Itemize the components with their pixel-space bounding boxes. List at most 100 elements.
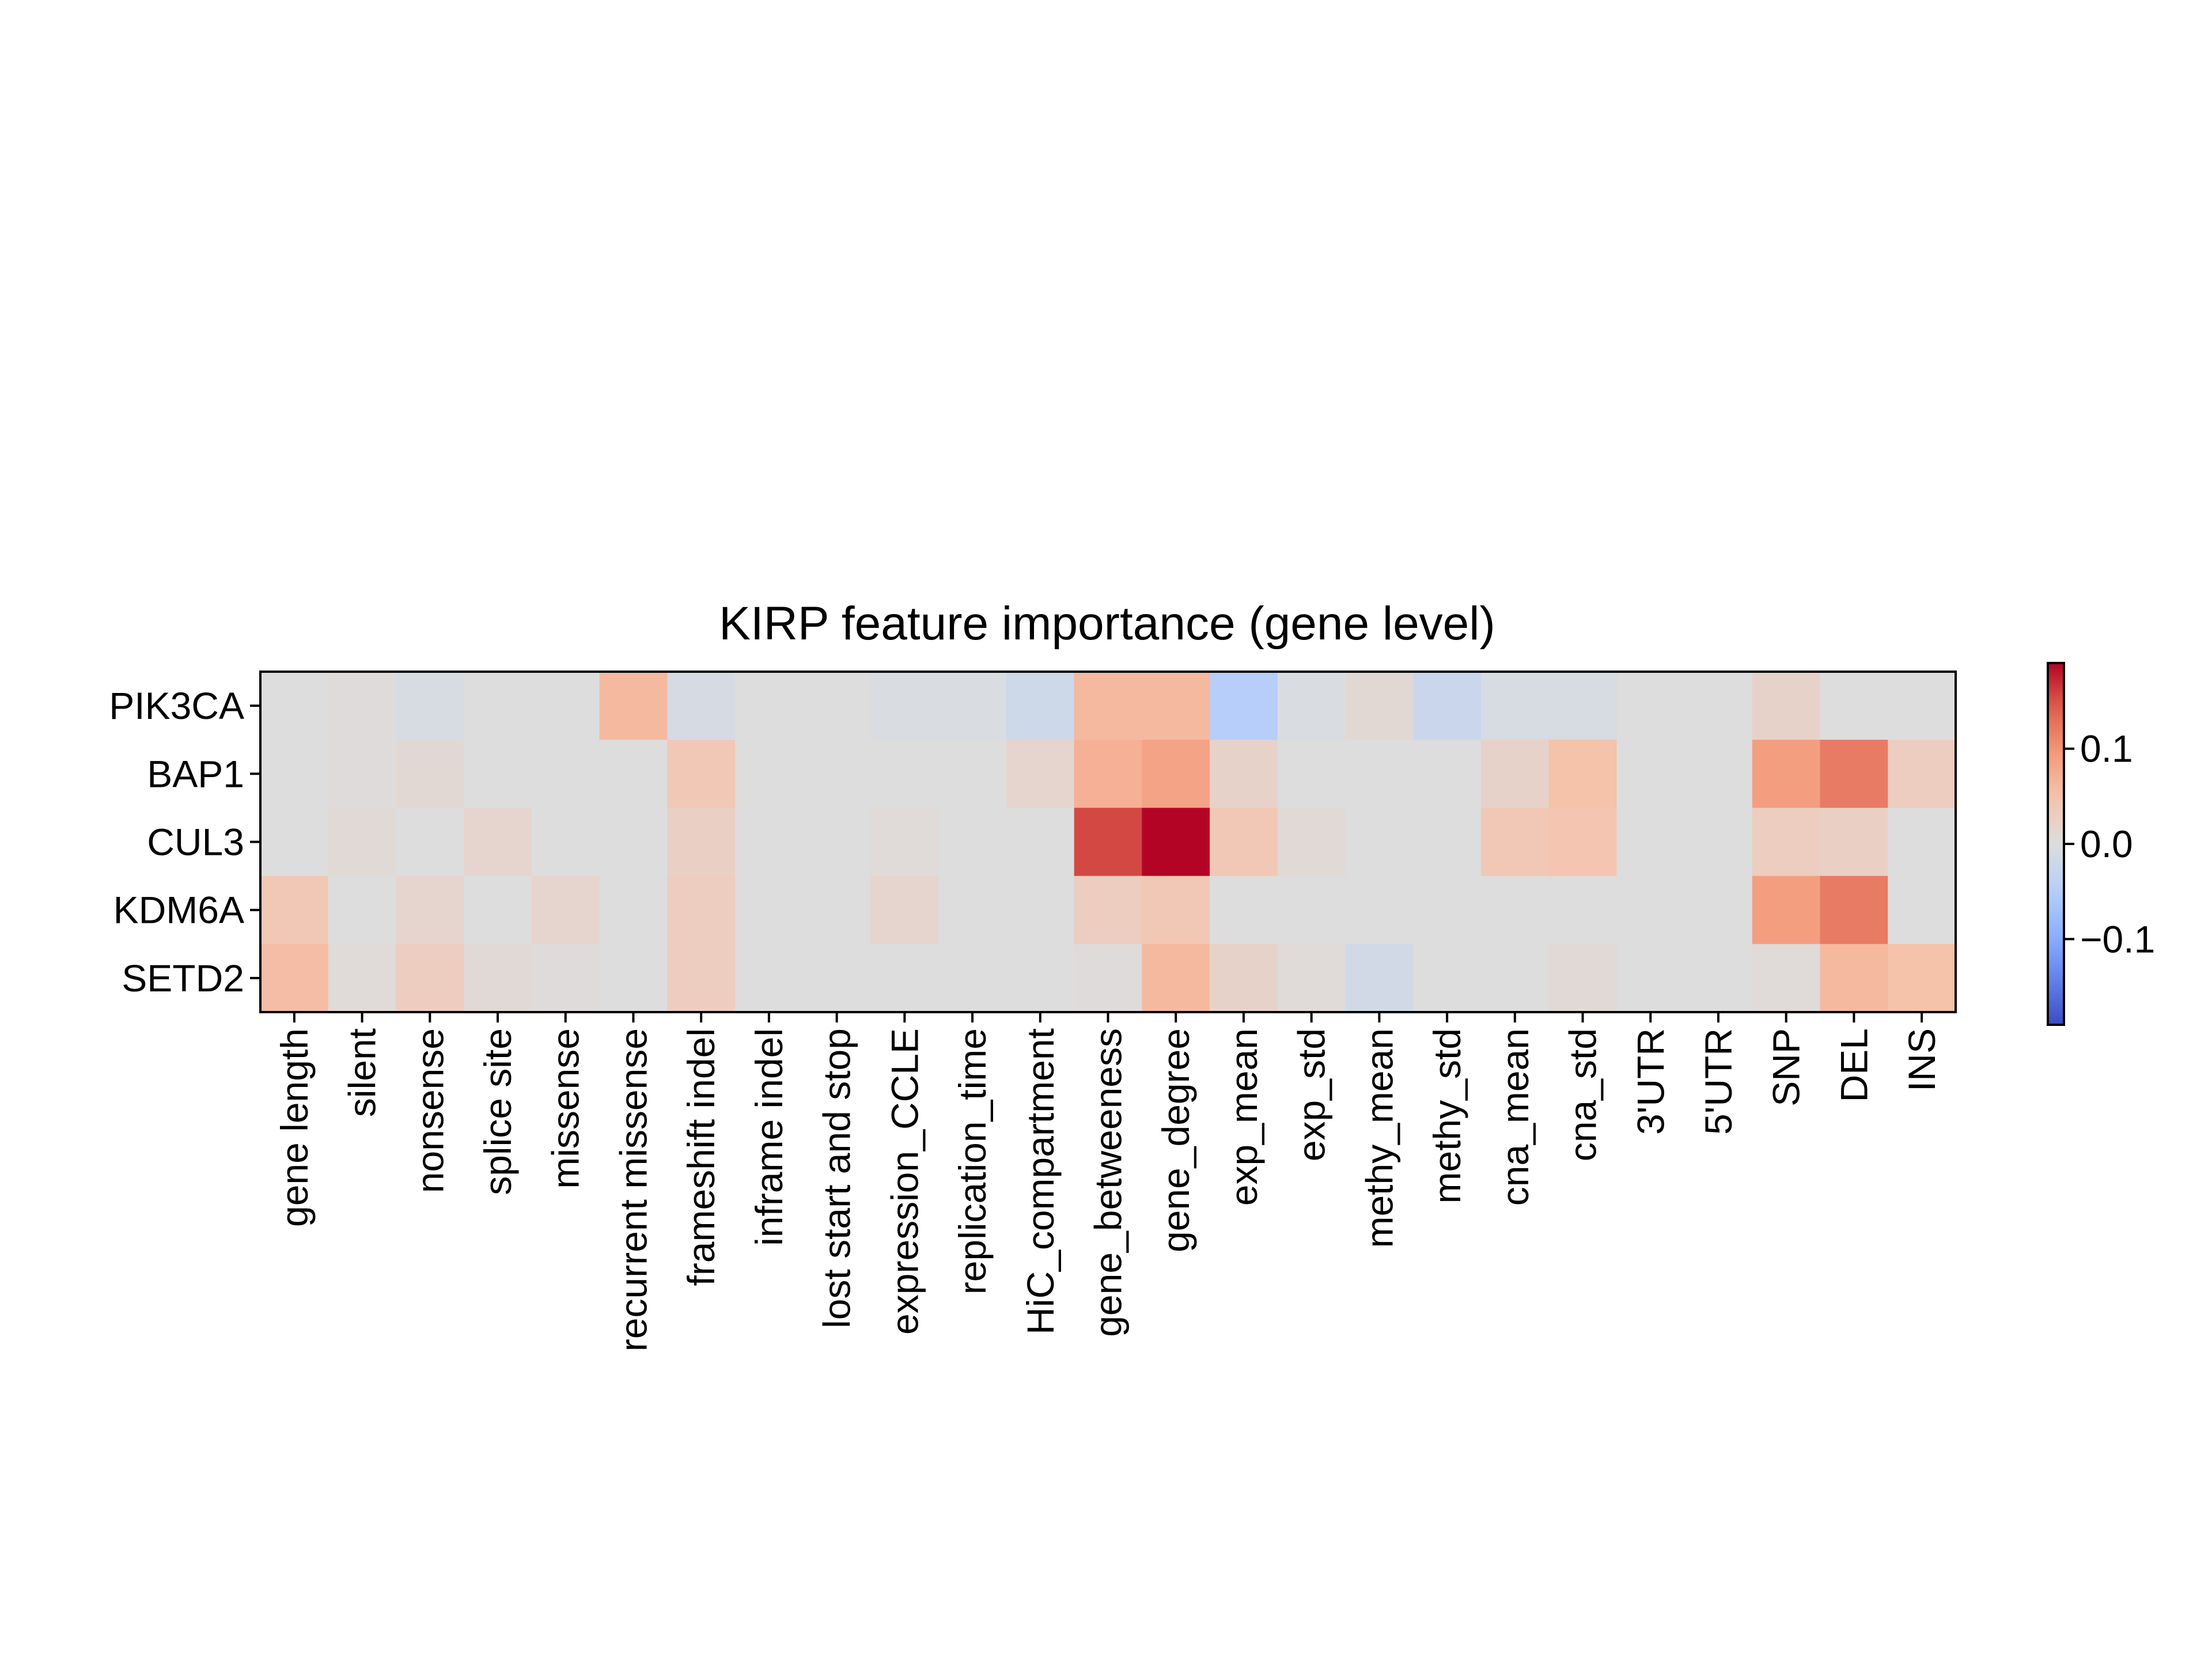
heatmap-cell xyxy=(1074,808,1142,877)
row-tick-label: KDM6A xyxy=(113,889,244,931)
heatmap-cell xyxy=(1210,740,1278,808)
heatmap-cell xyxy=(802,808,872,877)
heatmap-cell xyxy=(396,808,464,877)
heatmap-cell xyxy=(599,944,668,1013)
heatmap-cell xyxy=(260,808,329,877)
heatmap-cell xyxy=(1006,808,1075,877)
column-tick-label: gene_degree xyxy=(1154,1028,1197,1252)
heatmap-cell xyxy=(464,808,532,877)
row-tick-label: BAP1 xyxy=(147,752,244,795)
heatmap-cell xyxy=(1006,672,1075,740)
column-tick-label: expression_CCLE xyxy=(883,1028,926,1335)
heatmap-cell xyxy=(1752,672,1821,740)
heatmap-cell xyxy=(396,740,464,808)
colorbar-tick-label: 0.0 xyxy=(2080,823,2133,865)
heatmap-cell xyxy=(1142,944,1210,1013)
heatmap-cell xyxy=(1277,876,1346,945)
heatmap-cell xyxy=(464,876,532,945)
heatmap-cell xyxy=(667,876,736,945)
heatmap-cell xyxy=(1142,740,1210,808)
heatmap-cell xyxy=(870,740,939,808)
heatmap-cell xyxy=(531,672,600,740)
column-tick-label: INS xyxy=(1900,1028,1943,1092)
heatmap-cell xyxy=(1684,740,1753,808)
heatmap-cell xyxy=(735,808,804,877)
heatmap-cell xyxy=(802,672,872,740)
heatmap-cell xyxy=(531,740,600,808)
heatmap-cell xyxy=(1210,944,1278,1013)
heatmap-cell xyxy=(1548,808,1617,877)
heatmap-cell xyxy=(1684,808,1753,877)
heatmap-cell xyxy=(328,876,397,945)
heatmap-cell xyxy=(1413,740,1482,808)
row-tick-label: SETD2 xyxy=(122,957,244,999)
heatmap-cell xyxy=(1888,944,1956,1013)
heatmap-cell xyxy=(938,808,1007,877)
heatmap-cell xyxy=(870,808,939,877)
heatmap-cell xyxy=(1480,740,1550,808)
heatmap-cell xyxy=(938,740,1007,808)
heatmap-cell xyxy=(1820,808,1888,877)
column-tick-label: replication_time xyxy=(951,1028,994,1294)
heatmap-cell xyxy=(1074,672,1142,740)
heatmap-cell xyxy=(1480,672,1550,740)
column-tick-labels: gene length silent nonsense splice site miss… xyxy=(273,1012,1943,1351)
heatmap-cell xyxy=(1752,944,1821,1013)
heatmap-cell xyxy=(735,944,804,1013)
column-tick-label: cna_std xyxy=(1562,1028,1604,1161)
heatmap-cell xyxy=(396,944,464,1013)
heatmap-cell xyxy=(667,944,736,1013)
heatmap-cell xyxy=(1888,740,1956,808)
chart-title: KIRP feature importance (gene level) xyxy=(719,597,1495,650)
heatmap-cell xyxy=(531,808,600,877)
heatmap-cell xyxy=(938,876,1007,945)
colorbar-tick-label: −0.1 xyxy=(2080,918,2155,960)
column-tick-label: exp_std xyxy=(1290,1028,1333,1161)
heatmap-cell xyxy=(1142,672,1210,740)
heatmap-cell xyxy=(1074,876,1142,945)
heatmap-cell xyxy=(1277,944,1346,1013)
heatmap-cell xyxy=(938,672,1007,740)
heatmap-cell xyxy=(735,740,804,808)
heatmap-cell xyxy=(1616,740,1685,808)
heatmap-cell xyxy=(1345,876,1414,945)
heatmap-cell xyxy=(1820,672,1888,740)
heatmap-cell xyxy=(328,672,397,740)
heatmap-cell xyxy=(667,672,736,740)
heatmap-cell xyxy=(1142,876,1210,945)
colorbar xyxy=(2047,662,2065,1026)
heatmap-cell xyxy=(1548,876,1617,945)
heatmap-cell xyxy=(464,944,532,1013)
row-tick-label: PIK3CA xyxy=(109,684,244,727)
heatmap-cell xyxy=(1548,740,1617,808)
row-tick-label: CUL3 xyxy=(147,821,244,863)
heatmap-cell xyxy=(328,740,397,808)
column-tick-label: methy_std xyxy=(1426,1028,1468,1203)
heatmap-cell xyxy=(1480,944,1550,1013)
heatmap-cell xyxy=(938,944,1007,1013)
column-tick-label: frameshift indel xyxy=(680,1028,722,1286)
heatmap-cell xyxy=(260,876,329,945)
column-tick-label: HiC_compartment xyxy=(1019,1028,1062,1335)
heatmap-cell xyxy=(802,944,872,1013)
heatmap-cell xyxy=(1142,808,1210,877)
heatmap-cell xyxy=(464,740,532,808)
heatmap-cell xyxy=(667,808,736,877)
heatmap-cell xyxy=(870,672,939,740)
heatmap-cell xyxy=(1210,808,1278,877)
column-tick-label: recurrent missense xyxy=(612,1028,654,1351)
heatmap-cell xyxy=(667,740,736,808)
heatmap-cell xyxy=(1616,672,1685,740)
column-tick-label: inframe indel xyxy=(748,1028,790,1246)
heatmap-cell xyxy=(531,944,600,1013)
heatmap-cell xyxy=(802,740,872,808)
heatmap-cell xyxy=(260,672,329,740)
heatmap-cell xyxy=(1548,944,1617,1013)
heatmap-cell xyxy=(1006,740,1075,808)
heatmap-cell xyxy=(1616,876,1685,945)
heatmap-cell xyxy=(1548,672,1617,740)
heatmap-cell xyxy=(802,876,872,945)
heatmap-cell xyxy=(1345,944,1414,1013)
heatmap-cell xyxy=(1616,808,1685,877)
